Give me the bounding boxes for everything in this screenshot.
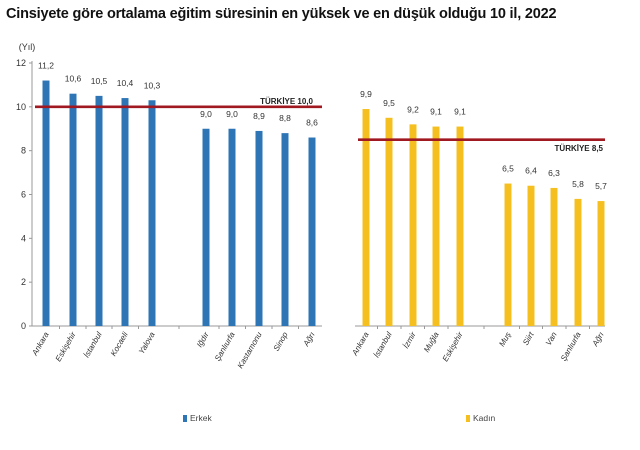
data-label: 10,6 bbox=[65, 74, 82, 84]
bar bbox=[95, 95, 103, 326]
y-tick-label: 4 bbox=[21, 233, 26, 243]
bar bbox=[308, 137, 316, 326]
bar bbox=[385, 117, 393, 327]
data-label: 9,5 bbox=[383, 98, 395, 108]
category-label: Ankara bbox=[30, 330, 51, 358]
bar bbox=[69, 93, 77, 326]
category-label: İzmir bbox=[401, 330, 418, 350]
bar bbox=[550, 187, 558, 326]
y-tick-label: 6 bbox=[21, 190, 26, 200]
data-label: 8,9 bbox=[253, 111, 265, 121]
category-label: Kocaeli bbox=[109, 330, 130, 357]
category-label: Sinop bbox=[272, 330, 290, 353]
category-label: İstanbul bbox=[372, 330, 394, 359]
bar bbox=[281, 133, 289, 326]
data-label: 9,1 bbox=[454, 107, 466, 117]
reference-label: TÜRKİYE 10,0 bbox=[260, 97, 313, 106]
category-label: Şanlıurfa bbox=[559, 330, 583, 363]
bar bbox=[504, 183, 512, 326]
bar bbox=[255, 130, 263, 326]
bar bbox=[597, 201, 605, 326]
category-label: Eskişehir bbox=[441, 330, 465, 363]
legend-swatch bbox=[183, 415, 187, 422]
category-label: İstanbul bbox=[82, 330, 104, 359]
y-tick-label: 12 bbox=[16, 58, 26, 68]
data-label: 9,0 bbox=[200, 109, 212, 119]
bar bbox=[432, 126, 440, 326]
data-label: 5,8 bbox=[572, 179, 584, 189]
data-label: 9,1 bbox=[430, 107, 442, 117]
bar bbox=[42, 80, 50, 327]
bar bbox=[409, 124, 417, 326]
y-tick-label: 2 bbox=[21, 277, 26, 287]
reference-label: TÜRKİYE 8,5 bbox=[555, 144, 604, 153]
data-label: 10,4 bbox=[117, 78, 134, 88]
chart-title: Cinsiyete göre ortalama eğitim süresinin… bbox=[6, 6, 557, 22]
bar bbox=[202, 128, 210, 326]
data-label: 10,3 bbox=[144, 80, 161, 90]
data-label: 11,2 bbox=[38, 61, 54, 71]
data-label: 5,7 bbox=[595, 181, 607, 191]
category-label: Yalova bbox=[137, 330, 157, 356]
bar bbox=[121, 98, 129, 326]
data-label: 9,2 bbox=[407, 104, 419, 114]
bar bbox=[574, 198, 582, 326]
data-label: 10,5 bbox=[91, 76, 108, 86]
data-label: 8,6 bbox=[306, 118, 318, 128]
category-label: Siirt bbox=[521, 330, 536, 347]
y-axis-label: (Yıl) bbox=[19, 42, 36, 52]
data-label: 8,8 bbox=[279, 113, 291, 123]
data-label: 6,4 bbox=[525, 166, 537, 176]
legend-label: Kadın bbox=[473, 413, 495, 423]
legend-swatch bbox=[466, 415, 470, 422]
category-label: Eskişehir bbox=[54, 330, 78, 363]
category-label: Ağrı bbox=[590, 331, 606, 349]
y-tick-label: 0 bbox=[21, 321, 26, 331]
legend-label: Erkek bbox=[190, 413, 212, 423]
bar bbox=[228, 128, 236, 326]
category-label: Muş bbox=[497, 331, 512, 349]
bar bbox=[148, 100, 156, 326]
data-label: 6,5 bbox=[502, 164, 514, 174]
category-label: Muğla bbox=[422, 330, 441, 354]
category-label: Kastamonu bbox=[236, 330, 264, 370]
category-label: Şanlıurfa bbox=[213, 330, 237, 363]
category-label: Van bbox=[544, 330, 559, 347]
y-tick-label: 8 bbox=[21, 146, 26, 156]
bar bbox=[362, 109, 370, 327]
category-label: Ağrı bbox=[301, 331, 317, 349]
category-label: Ankara bbox=[350, 330, 371, 358]
data-label: 6,3 bbox=[548, 168, 560, 178]
bar bbox=[527, 185, 535, 326]
bar bbox=[456, 126, 464, 326]
y-tick-label: 10 bbox=[16, 102, 26, 112]
category-label: Iğdır bbox=[195, 330, 211, 349]
data-label: 9,9 bbox=[360, 89, 372, 99]
data-label: 9,0 bbox=[226, 109, 238, 119]
